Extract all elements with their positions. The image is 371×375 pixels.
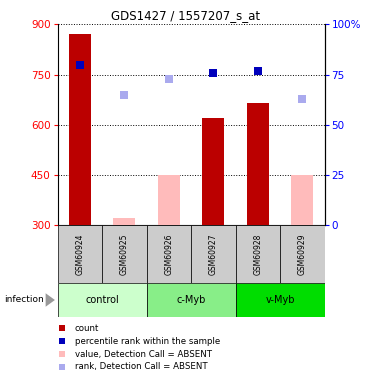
Text: percentile rank within the sample: percentile rank within the sample xyxy=(75,337,220,346)
Text: count: count xyxy=(75,324,99,333)
Text: GSM60924: GSM60924 xyxy=(75,233,84,275)
Bar xyxy=(291,175,313,225)
Text: GSM60925: GSM60925 xyxy=(120,233,129,275)
Bar xyxy=(158,175,180,225)
Text: c-Myb: c-Myb xyxy=(176,295,206,305)
Text: GSM60927: GSM60927 xyxy=(209,233,218,275)
Bar xyxy=(280,225,325,283)
Bar xyxy=(147,283,236,317)
Text: GDS1427 / 1557207_s_at: GDS1427 / 1557207_s_at xyxy=(111,9,260,22)
Bar xyxy=(113,217,135,225)
Bar xyxy=(236,225,280,283)
Bar xyxy=(58,225,102,283)
Text: GSM60929: GSM60929 xyxy=(298,233,307,275)
Text: control: control xyxy=(85,295,119,305)
Bar xyxy=(191,225,236,283)
Text: GSM60928: GSM60928 xyxy=(253,233,262,275)
Text: rank, Detection Call = ABSENT: rank, Detection Call = ABSENT xyxy=(75,362,207,371)
Text: value, Detection Call = ABSENT: value, Detection Call = ABSENT xyxy=(75,350,212,358)
Bar xyxy=(202,118,224,225)
Bar xyxy=(58,283,147,317)
Text: v-Myb: v-Myb xyxy=(265,295,295,305)
Bar xyxy=(147,225,191,283)
Text: infection: infection xyxy=(4,296,43,304)
Bar xyxy=(102,225,147,283)
Bar xyxy=(247,103,269,225)
Bar xyxy=(69,34,91,225)
Text: GSM60926: GSM60926 xyxy=(164,233,173,275)
Polygon shape xyxy=(46,293,55,307)
Bar xyxy=(236,283,325,317)
